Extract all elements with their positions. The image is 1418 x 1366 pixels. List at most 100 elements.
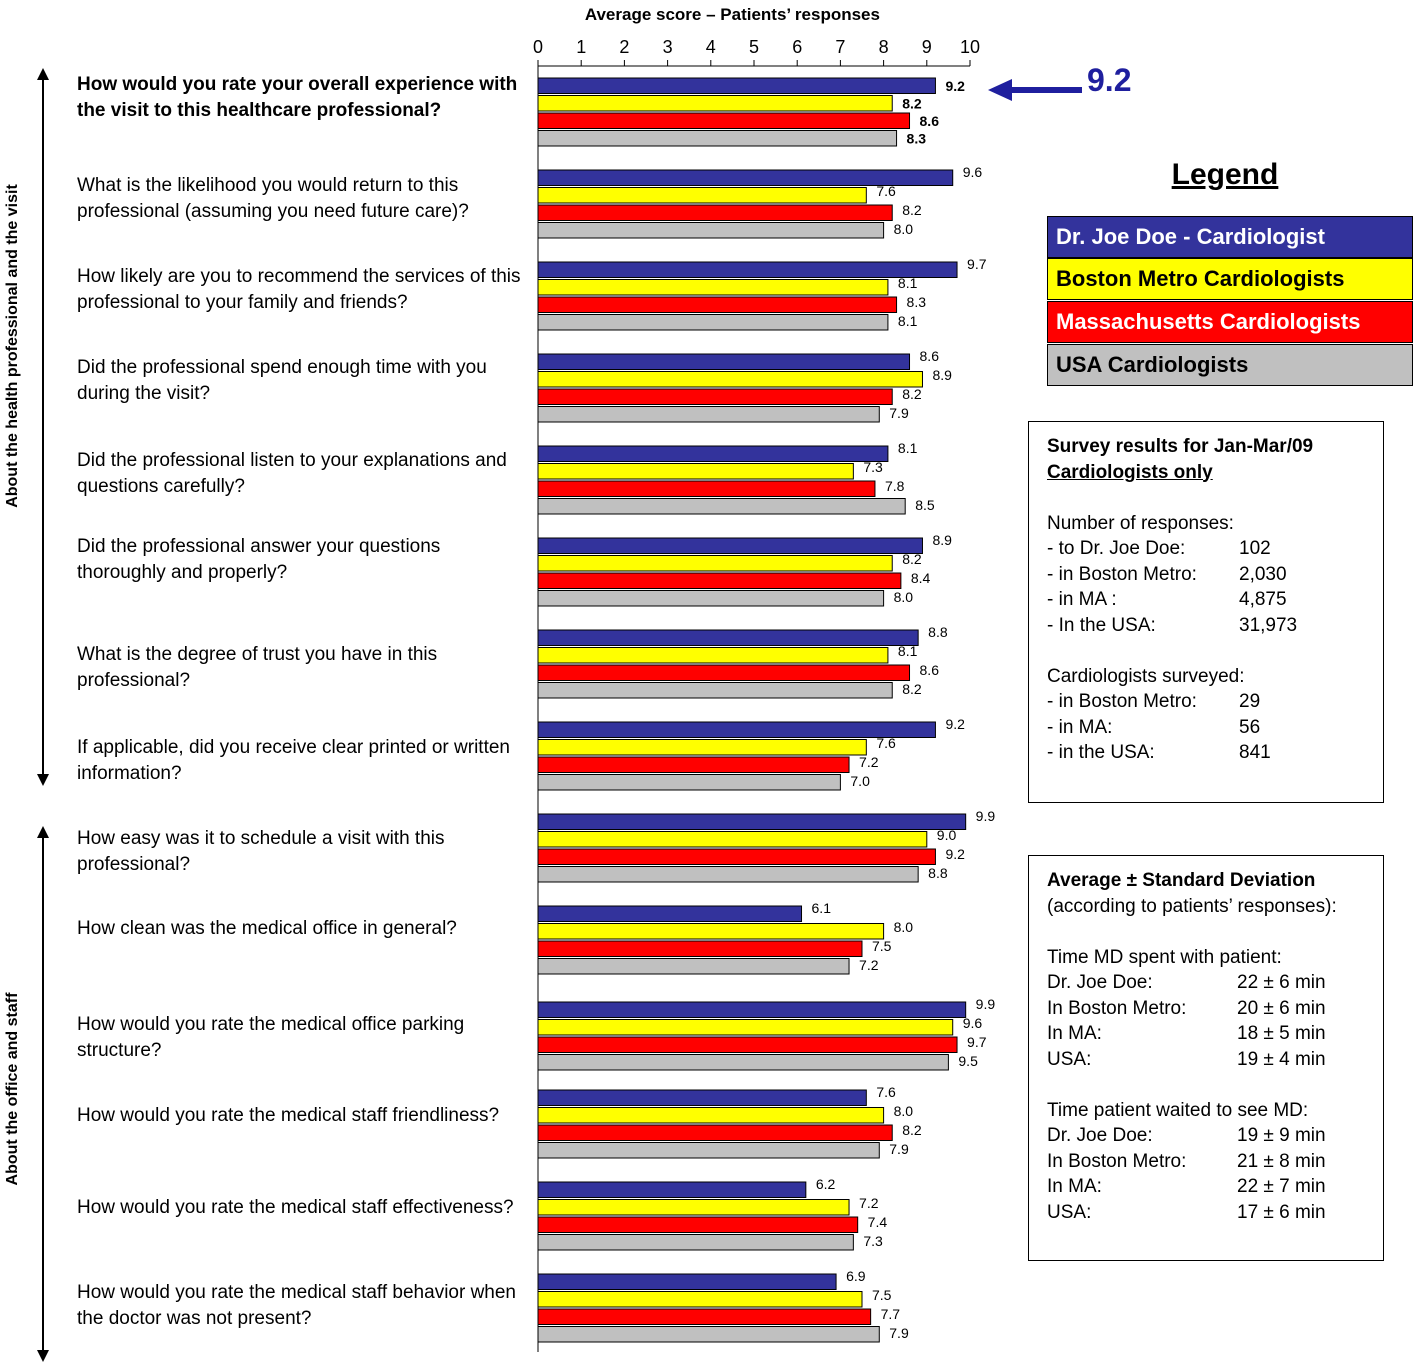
question-label: Did the professional answer your questio…: [77, 536, 441, 583]
bar-q8-s4: [537, 774, 841, 791]
x-tick-label-9: 9: [922, 37, 932, 57]
bar-q1-s1: [537, 77, 936, 94]
info-row-value: 18 ± 5 min: [1237, 1023, 1326, 1044]
info-row-value: 22 ± 6 min: [1237, 972, 1326, 993]
group-label-office: About the office and staff: [4, 992, 21, 1186]
bar-q7-s3: [537, 664, 911, 681]
bar-q3-s4: [537, 314, 889, 331]
value-label-q11-s3: 9.7: [967, 1034, 987, 1050]
info-row-value: 29: [1239, 691, 1261, 712]
x-tick-label-3: 3: [663, 37, 673, 57]
info-row: In MA: 18 ± 5 min: [1047, 1021, 1365, 1047]
info-row: Dr. Joe Doe: 19 ± 9 min: [1047, 1123, 1365, 1149]
value-label-q11-s1: 9.9: [976, 996, 996, 1012]
question-label: How likely are you to recommend the serv…: [77, 266, 521, 313]
group-arrow-professional-head-up: [37, 68, 49, 80]
info-row-value: 56: [1239, 716, 1261, 738]
responses-list: - to Dr. Joe Doe: 102 - in Boston Metro: 2,…: [1047, 536, 1365, 638]
question-label: How would you rate the medical office pa…: [77, 1014, 465, 1061]
value-label-q14-s2: 7.5: [872, 1287, 892, 1303]
value-label-q14-s1: 6.9: [846, 1268, 866, 1284]
question-label: How would you rate the medical staff eff…: [77, 1197, 514, 1218]
bar-q5-s4: [537, 498, 906, 515]
value-label-q3-s3: 8.3: [907, 294, 927, 310]
stats-title: Average ± Standard Deviation: [1047, 870, 1316, 891]
value-label-q1-s4: 8.3: [907, 131, 927, 147]
bar-q5-s2: [537, 463, 854, 480]
info-row-value: 22 ± 7 min: [1237, 1176, 1326, 1197]
question-label: Did the professional spend enough time w…: [77, 357, 487, 404]
value-label-q7-s4: 8.2: [902, 681, 922, 697]
info-row: Dr. Joe Doe: 22 ± 6 min: [1047, 970, 1365, 996]
info-row: USA: 19 ± 4 min: [1047, 1047, 1365, 1073]
info-row-value: 841: [1239, 742, 1271, 763]
value-label-q2-s4: 8.0: [894, 221, 914, 237]
question-label: How clean was the medical office in gene…: [77, 918, 457, 939]
value-label-q5-s3: 7.8: [885, 478, 905, 494]
value-label-q10-s3: 7.5: [872, 938, 892, 954]
bar-q7-s2: [537, 647, 889, 664]
bar-q2-s2: [537, 187, 867, 204]
info-row-label: - in Boston Metro:: [1047, 691, 1197, 712]
info-row: - in MA: 56: [1047, 715, 1365, 741]
x-tick-label-1: 1: [576, 37, 586, 57]
x-tick-label-7: 7: [835, 37, 845, 57]
value-label-q7-s3: 8.6: [920, 662, 940, 678]
time-list: Dr. Joe Doe: 22 ± 6 min In Boston Metro: 20…: [1047, 970, 1365, 1072]
bar-q1-s4: [537, 130, 898, 147]
info-row-value: 2,030: [1239, 563, 1287, 585]
info-row-label: In Boston Metro:: [1047, 997, 1187, 1019]
value-label-q14-s3: 7.7: [881, 1306, 901, 1322]
legend-item: Dr. Joe Doe - Cardiologist: [1047, 216, 1413, 258]
info-row: - in Boston Metro: 2,030: [1047, 562, 1365, 588]
info-row-label: - in the USA:: [1047, 742, 1155, 763]
bar-q9-s4: [537, 866, 919, 883]
value-label-q2-s1: 9.6: [963, 164, 983, 180]
info-row-value: 31,973: [1239, 614, 1298, 636]
stats-info-box: Average ± Standard Deviation (according …: [1028, 855, 1384, 1261]
value-label-q10-s2: 8.0: [894, 919, 914, 935]
bar-q13-s1: [537, 1181, 807, 1198]
value-label-q10-s1: 6.1: [812, 900, 832, 916]
bar-q2-s1: [537, 169, 954, 186]
bar-q11-s4: [537, 1054, 949, 1071]
question-label: Did the professional listen to your expl…: [77, 450, 507, 497]
bar-q7-s4: [537, 682, 893, 699]
bar-q11-s1: [537, 1001, 967, 1018]
bar-q10-s4: [537, 958, 850, 975]
bar-q1-s3: [537, 112, 911, 129]
info-row-label: - in MA :: [1047, 589, 1117, 610]
bar-q2-s4: [537, 222, 885, 239]
info-row-label: Dr. Joe Doe:: [1047, 1125, 1153, 1146]
question-label: How would you rate your overall experien…: [77, 74, 518, 121]
question-label: What is the likelihood you would return …: [77, 175, 469, 222]
value-label-q4-s2: 8.9: [932, 367, 952, 383]
bar-q3-s3: [537, 296, 898, 313]
x-tick-label-6: 6: [792, 37, 802, 57]
bar-q13-s3: [537, 1216, 859, 1233]
x-tick-label-8: 8: [879, 37, 889, 57]
bar-q8-s3: [537, 756, 850, 773]
responses-heading: Number of responses:: [1047, 512, 1234, 534]
info-row-label: Dr. Joe Doe:: [1047, 972, 1153, 993]
value-label-q14-s4: 7.9: [889, 1325, 909, 1341]
bar-q6-s3: [537, 572, 902, 589]
bar-q14-s3: [537, 1308, 872, 1325]
survey-title: Survey results for Jan-Mar/09: [1047, 436, 1314, 457]
bar-q10-s3: [537, 940, 863, 957]
bar-q1-s2: [537, 95, 893, 112]
bar-q5-s1: [537, 445, 889, 462]
value-label-q9-s4: 8.8: [928, 865, 948, 881]
bar-q13-s4: [537, 1234, 854, 1251]
value-label-q6-s1: 8.9: [932, 532, 952, 548]
bar-q12-s2: [537, 1107, 885, 1124]
bar-q6-s2: [537, 555, 893, 572]
bar-q10-s1: [537, 905, 803, 922]
info-row-label: In Boston Metro:: [1047, 1150, 1187, 1172]
bar-q14-s2: [537, 1291, 863, 1308]
info-row: - in MA : 4,875: [1047, 587, 1365, 613]
value-label-q3-s4: 8.1: [898, 313, 918, 329]
value-label-q9-s3: 9.2: [945, 846, 965, 862]
info-row-label: - In the USA:: [1047, 614, 1156, 636]
value-label-q9-s2: 9.0: [937, 827, 957, 843]
